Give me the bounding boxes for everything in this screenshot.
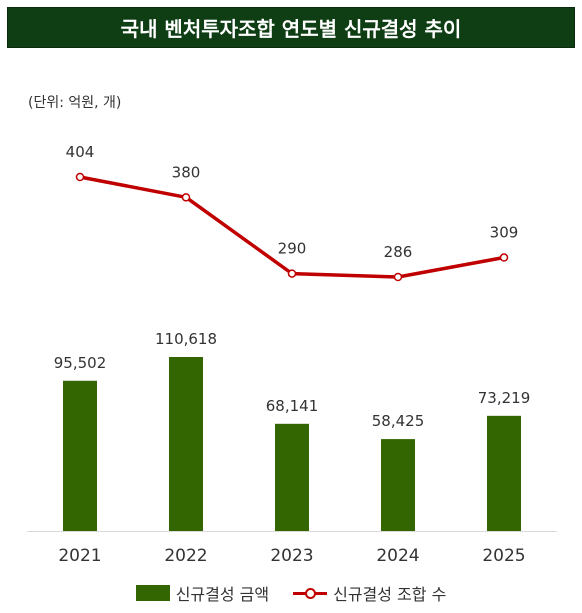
legend-label-count: 신규결성 조합 수 <box>333 585 447 604</box>
unit-label: (단위: 억원, 개) <box>28 95 122 111</box>
count-point-2021 <box>75 172 85 182</box>
x-tick-2024: 2024 <box>376 546 419 566</box>
x-tick-2022: 2022 <box>164 546 207 566</box>
x-tick-2021: 2021 <box>58 546 101 566</box>
bar-label-2024: 58,425 <box>372 412 425 430</box>
bar-label-2021: 95,502 <box>54 354 107 372</box>
chart-title: 국내 벤처투자조합 연도별 신규결성 추이 <box>120 17 462 41</box>
count-label-2025: 309 <box>490 224 519 242</box>
legend-swatch-line <box>293 585 328 601</box>
count-label-2024: 286 <box>384 243 413 261</box>
x-tick-2023: 2023 <box>270 546 313 566</box>
chart-title-bar: 국내 벤처투자조합 연도별 신규결성 추이 <box>7 7 575 48</box>
x-tick-2025: 2025 <box>482 546 525 566</box>
legend-item-amount: 신규결성 금액 <box>135 581 270 605</box>
bar-2025 <box>487 415 521 531</box>
count-line <box>79 175 505 279</box>
legend-label-amount: 신규결성 금액 <box>175 585 270 604</box>
bar-2022 <box>169 357 203 531</box>
bar-2021 <box>63 380 97 531</box>
bar-label-2023: 68,141 <box>266 397 319 415</box>
bar-label-2022: 110,618 <box>155 330 217 348</box>
count-point-2025 <box>499 253 509 262</box>
count-label-2022: 380 <box>172 163 201 181</box>
legend: 신규결성 금액 신규결성 조합 수 <box>0 580 582 606</box>
count-label-2021: 404 <box>66 143 95 161</box>
bar-2024 <box>381 439 415 531</box>
bar-label-2025: 73,219 <box>478 389 531 407</box>
count-label-2023: 290 <box>278 240 307 258</box>
legend-item-count: 신규결성 조합 수 <box>293 581 446 605</box>
bar-2023 <box>275 423 309 531</box>
count-point-2022 <box>181 193 191 202</box>
legend-swatch-bar <box>135 585 170 601</box>
count-point-2023 <box>287 269 297 278</box>
count-point-2024 <box>393 272 403 282</box>
